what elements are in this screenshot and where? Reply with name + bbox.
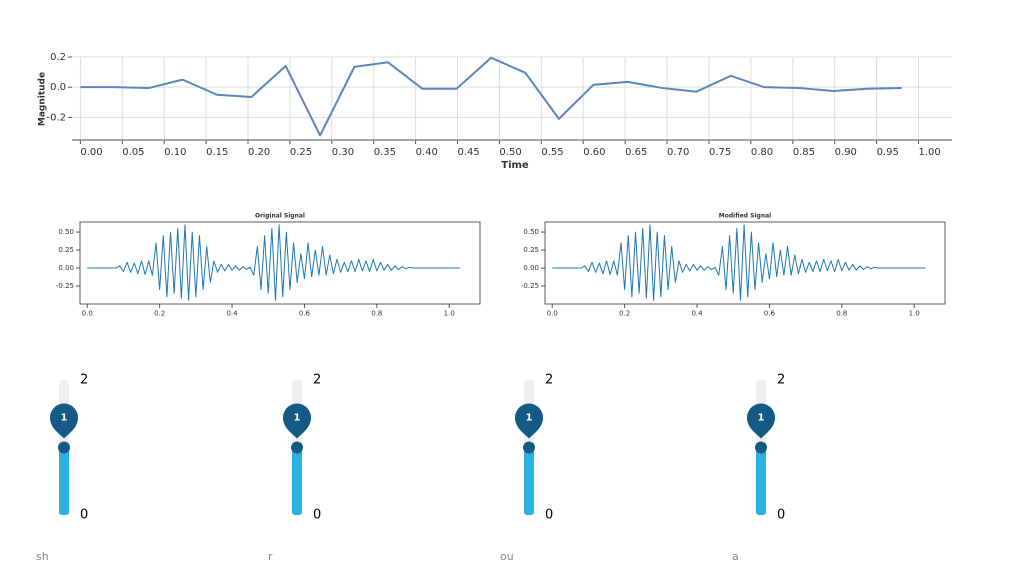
y-tick-label: 0.50 — [523, 228, 539, 236]
y-tick-label: 0.25 — [58, 246, 74, 254]
x-tick-label: 0.90 — [835, 147, 857, 158]
value-bubble — [283, 403, 311, 439]
slider-min-label: 0 — [545, 508, 553, 523]
x-tick-label: 0.00 — [80, 147, 102, 158]
slider-handle[interactable] — [58, 441, 70, 454]
slider[interactable]: 1 2 0 — [515, 373, 553, 523]
slider-min-label: 0 — [313, 508, 321, 523]
x-tick-label: 0.30 — [332, 147, 354, 158]
slider[interactable]: 1 2 0 — [283, 373, 321, 523]
x-tick-label: 1.00 — [918, 147, 940, 158]
x-tick-label: 1.0 — [444, 310, 455, 318]
slider-min-label: 0 — [777, 508, 785, 523]
slider-label: sh — [36, 550, 49, 563]
slider[interactable]: 1 2 0 — [50, 373, 88, 523]
value-bubble — [747, 403, 775, 439]
y-tick-label: 0.0 — [50, 82, 66, 93]
x-tick-label: 0.80 — [751, 147, 773, 158]
x-tick-label: 0.8 — [836, 310, 847, 318]
x-tick-label: 0.10 — [164, 147, 186, 158]
chart-title: Modified Signal — [719, 213, 771, 220]
plot-frame — [79, 221, 481, 305]
slider-max-label: 2 — [80, 373, 88, 388]
x-axis-label: Time — [501, 160, 529, 171]
slider[interactable]: 1 2 0 — [747, 373, 785, 523]
x-tick-label: 0.0 — [547, 310, 558, 318]
value-bubble-label: 1 — [526, 413, 533, 424]
x-tick-label: 0.2 — [619, 310, 630, 318]
signal-line — [80, 56, 902, 137]
x-tick-label: 0.70 — [667, 147, 689, 158]
value-bubble-label: 1 — [61, 413, 68, 424]
x-tick-label: 0.55 — [541, 147, 563, 158]
slider-fill — [292, 447, 302, 515]
signal-line — [87, 224, 461, 301]
value-bubble — [50, 403, 78, 439]
y-tick-label: 0.2 — [50, 52, 66, 63]
plot-frame — [544, 221, 946, 305]
x-tick-label: 0.60 — [583, 147, 605, 158]
y-tick-label: 0.50 — [58, 228, 74, 236]
x-tick-label: 0.05 — [122, 147, 144, 158]
x-tick-label: 0.15 — [206, 147, 228, 158]
x-tick-label: 0.85 — [793, 147, 815, 158]
y-tick-label: -0.2 — [46, 112, 66, 123]
x-tick-label: 0.8 — [371, 310, 382, 318]
slider-max-label: 2 — [313, 373, 321, 388]
x-tick-label: 0.6 — [764, 310, 776, 318]
x-tick-label: 0.0 — [82, 310, 93, 318]
y-tick-label: -0.25 — [521, 282, 539, 290]
y-tick-label: 0.25 — [523, 246, 539, 254]
x-tick-label: 0.25 — [290, 147, 312, 158]
slider-max-label: 2 — [777, 373, 785, 388]
chart-title: Original Signal — [255, 213, 305, 220]
x-tick-label: 0.35 — [374, 147, 396, 158]
x-tick-label: 0.50 — [499, 147, 521, 158]
y-tick-label: -0.25 — [56, 282, 74, 290]
x-tick-label: 0.2 — [154, 310, 165, 318]
slider-fill — [756, 447, 766, 515]
slider-label: a — [732, 550, 739, 563]
x-tick-label: 0.6 — [299, 310, 311, 318]
slider-label: ou — [500, 550, 514, 563]
slider-max-label: 2 — [545, 373, 553, 388]
value-bubble-label: 1 — [758, 413, 765, 424]
y-tick-label: 0.00 — [58, 264, 74, 272]
x-tick-label: 0.20 — [248, 147, 270, 158]
slider-handle[interactable] — [523, 441, 535, 454]
slider-label: r — [268, 550, 273, 563]
slider-handle[interactable] — [291, 441, 303, 454]
x-tick-label: 0.75 — [709, 147, 731, 158]
value-bubble-label: 1 — [294, 413, 301, 424]
signal-line — [552, 224, 926, 301]
slider-min-label: 0 — [80, 508, 88, 523]
value-bubble — [515, 403, 543, 439]
x-tick-label: 0.4 — [691, 310, 703, 318]
x-tick-label: 0.4 — [226, 310, 238, 318]
y-tick-label: 0.00 — [523, 264, 539, 272]
x-tick-label: 1.0 — [909, 310, 920, 318]
slider-handle[interactable] — [755, 441, 767, 454]
x-tick-label: 0.40 — [416, 147, 438, 158]
x-tick-label: 0.45 — [458, 147, 480, 158]
x-tick-label: 0.95 — [877, 147, 899, 158]
slider-fill — [524, 447, 534, 515]
y-axis-label: Magnitude — [38, 72, 48, 126]
x-tick-label: 0.65 — [625, 147, 647, 158]
slider-fill — [59, 447, 69, 515]
